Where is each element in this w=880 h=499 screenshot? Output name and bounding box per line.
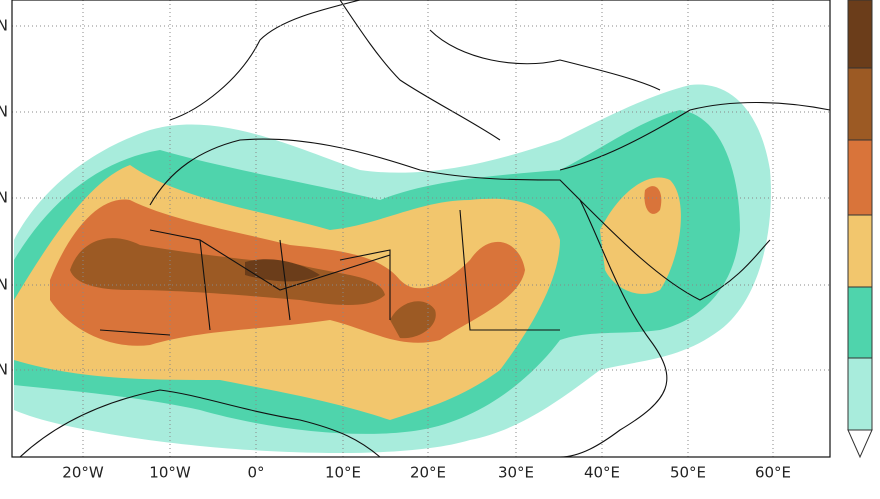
- latitude-labels: N N N N N: [0, 17, 8, 379]
- coast-guinea: [19, 389, 381, 458]
- lon-label: 20°E: [410, 464, 446, 482]
- colorbar-segment: [847, 139, 873, 216]
- colorbar-segment: [847, 357, 873, 431]
- lon-label: 0°: [247, 464, 264, 482]
- colorbar-segment: [847, 0, 873, 69]
- dust-level-5-east: [390, 301, 436, 339]
- colorbar: [847, 0, 873, 459]
- lat-label: N: [0, 103, 8, 121]
- dust-level-4-arabia: [644, 186, 662, 214]
- internal-borders: [99, 209, 560, 336]
- lon-label: 40°E: [584, 464, 620, 482]
- lon-label: 10°W: [149, 464, 191, 482]
- colorbar-segment: [847, 286, 873, 359]
- coast-arabia: [579, 199, 771, 301]
- lat-label: N: [0, 189, 8, 207]
- lon-label: 30°E: [498, 464, 534, 482]
- colorbar-segment: [847, 67, 873, 141]
- lon-label: 10°E: [325, 464, 361, 482]
- longitude-labels: 20°W 10°W 0° 10°E 20°E 30°E 40°E 50°E 60°E: [62, 464, 791, 482]
- borders: [19, 0, 831, 458]
- lat-label: N: [0, 17, 8, 35]
- lat-label: N: [0, 276, 8, 294]
- lat-label: N: [0, 361, 8, 379]
- europe-borders: [339, 0, 661, 141]
- colorbar-segment: [847, 214, 873, 288]
- lon-label: 20°W: [62, 464, 104, 482]
- colorbar-extend: [847, 429, 873, 459]
- coast-africa-north: [149, 138, 668, 458]
- map-panel: [11, 0, 831, 458]
- dust-level-6: [245, 259, 320, 282]
- graticule: [12, 0, 830, 457]
- lon-label: 50°E: [670, 464, 706, 482]
- map-frame: [11, 0, 831, 458]
- coast-europe: [169, 0, 361, 121]
- coast-asia: [559, 101, 831, 171]
- dust-level-5: [70, 238, 385, 305]
- lon-label: 60°E: [755, 464, 791, 482]
